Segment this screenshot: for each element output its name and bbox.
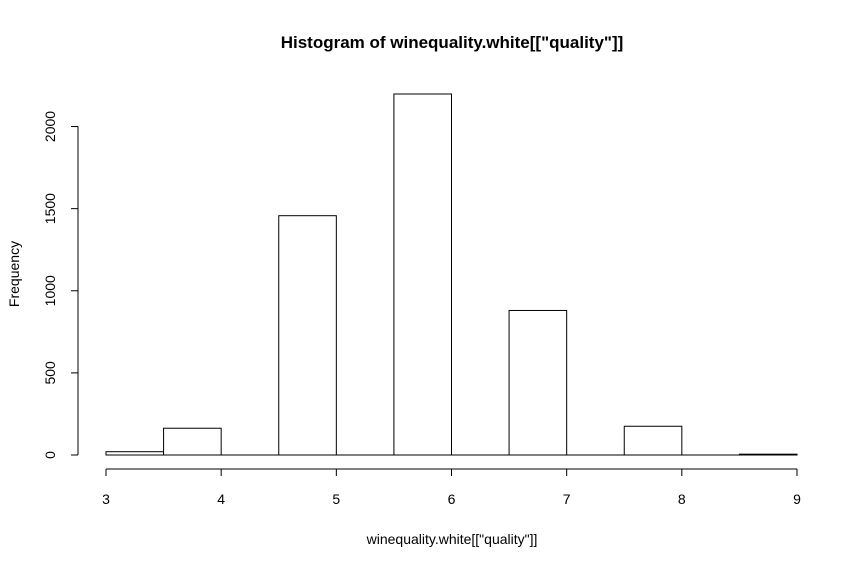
- x-tick-label: 5: [332, 491, 340, 507]
- y-axis: 0 500 1000 1500 2000: [42, 111, 79, 459]
- y-axis-label: Frequency: [6, 241, 22, 307]
- y-tick-label: 0: [42, 451, 58, 459]
- x-axis: 3 4 5 6 7 8 9: [102, 468, 801, 507]
- y-tick-label: 2000: [42, 111, 58, 142]
- chart-title: Histogram of winequality.white[["quality…: [281, 33, 624, 52]
- x-tick-label: 3: [102, 491, 110, 507]
- histogram-bar: [278, 215, 337, 456]
- x-tick-label: 9: [793, 491, 801, 507]
- x-tick-label: 7: [563, 491, 571, 507]
- y-tick-label: 500: [42, 361, 58, 385]
- histogram-bar: [623, 425, 683, 456]
- bars-group: [105, 93, 798, 456]
- histogram-bar: [738, 453, 798, 456]
- x-tick-label: 6: [448, 491, 456, 507]
- histogram-bar: [393, 93, 452, 456]
- x-tick-label: 8: [678, 491, 686, 507]
- y-tick-label: 1500: [42, 193, 58, 224]
- histogram-bar: [163, 427, 222, 456]
- y-tick-label: 1000: [42, 275, 58, 306]
- x-axis-label: winequality.white[["quality"]]: [366, 531, 538, 547]
- histogram-bar: [508, 309, 568, 456]
- x-tick-label: 4: [217, 491, 225, 507]
- histogram-bar: [105, 451, 165, 456]
